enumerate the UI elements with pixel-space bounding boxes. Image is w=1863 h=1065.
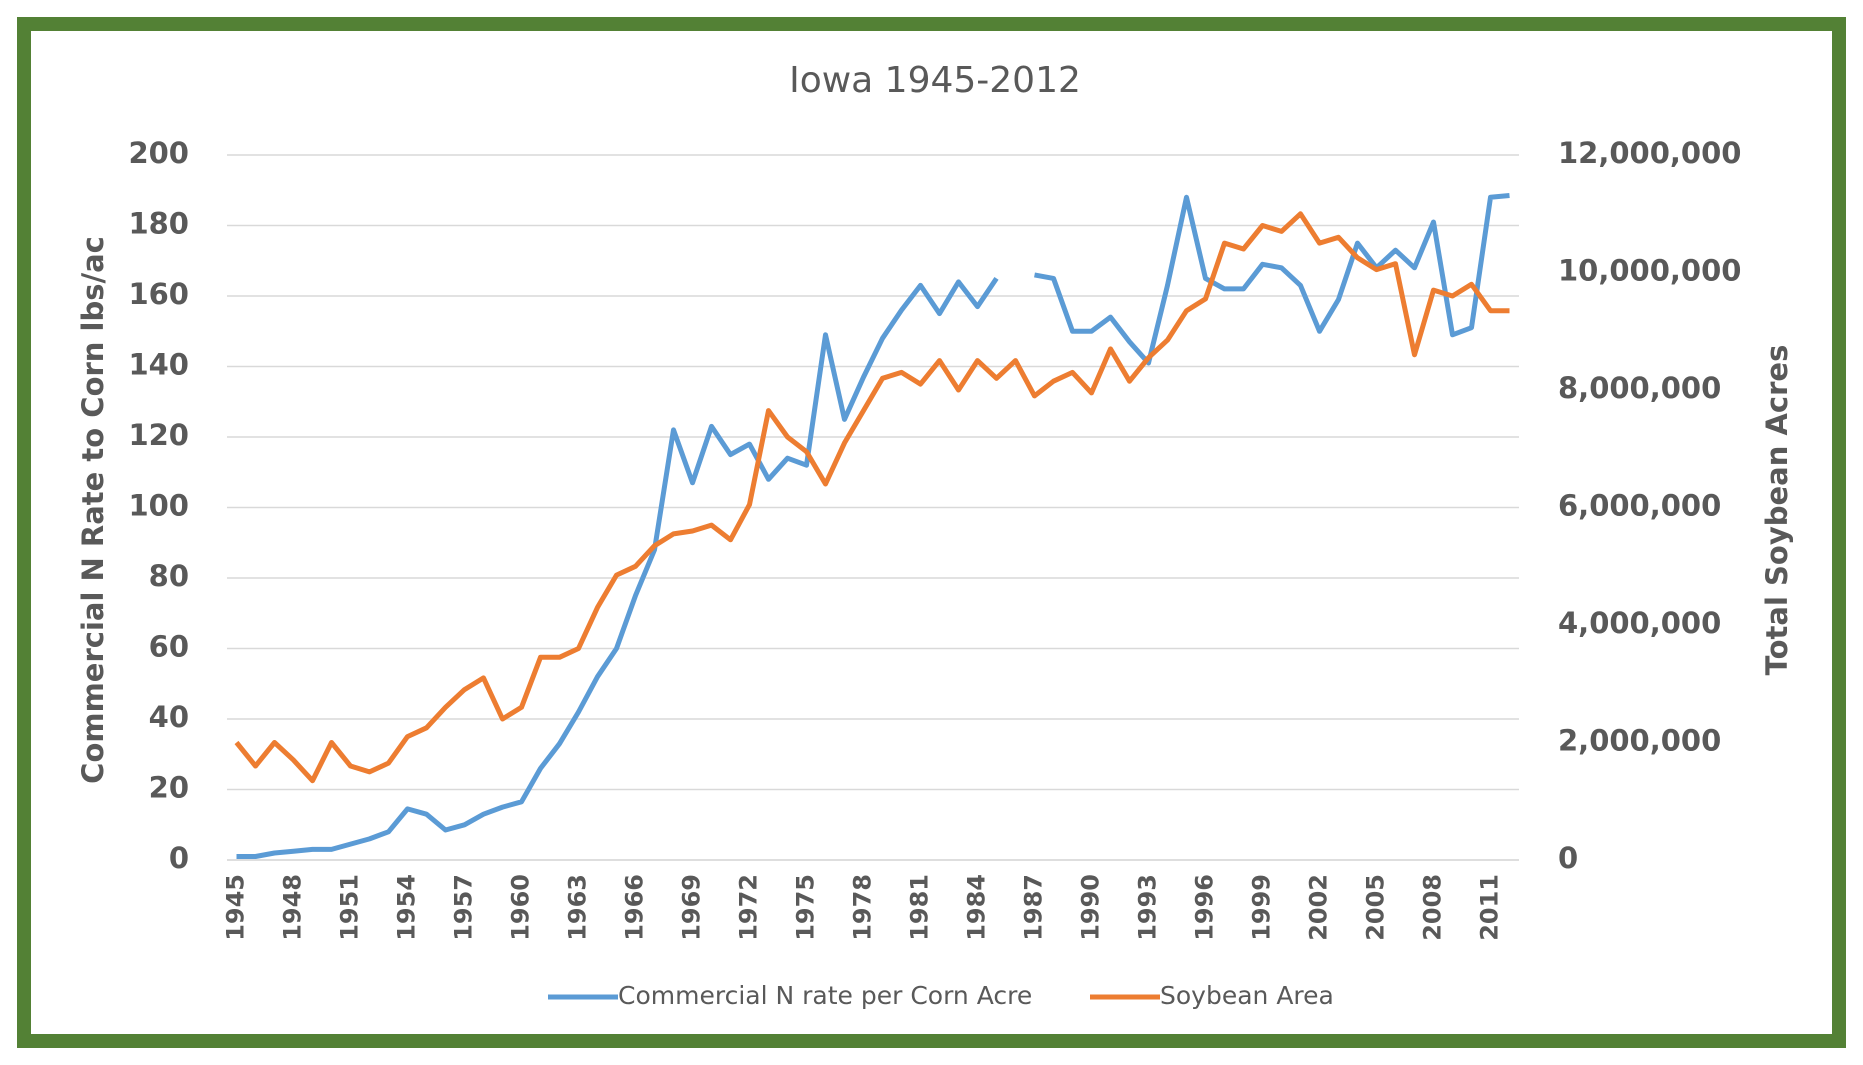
x-tick-label: 1960 [507, 874, 535, 941]
x-tick-label: 1954 [393, 874, 421, 941]
x-tick-label: 2011 [1476, 874, 1504, 941]
x-tick-label: 1951 [336, 874, 364, 941]
y-tick-label: 180 [128, 207, 189, 241]
x-tick-label: 1963 [564, 874, 592, 941]
frame [17, 17, 1846, 1048]
y-tick-label: 60 [149, 630, 189, 664]
series-line [236, 193, 1510, 859]
y2-tick-label: 6,000,000 [1558, 489, 1721, 523]
y2-tick-label: 4,000,000 [1558, 606, 1721, 640]
x-tick-label: 2005 [1362, 874, 1390, 941]
x-tick-label: 1981 [906, 874, 934, 941]
x-tick-label: 1984 [963, 874, 991, 941]
y-tick-label: 20 [149, 771, 189, 805]
x-tick-label: 1969 [678, 874, 706, 941]
x-tick-label: 1972 [735, 874, 763, 941]
y-tick-label: 100 [128, 489, 189, 523]
x-tick-label: 2008 [1419, 874, 1447, 941]
x-tick-label: 1993 [1134, 874, 1162, 941]
x-tick-label: 1945 [222, 874, 250, 941]
y2-tick-label: 8,000,000 [1558, 371, 1721, 405]
x-tick-label: 1987 [1020, 874, 1048, 941]
y2-axis-title: Total Soybean Acres [1760, 345, 1794, 676]
x-tick-label: 2002 [1305, 874, 1333, 941]
y-tick-label: 80 [149, 559, 189, 593]
y-axis-title: Commercial N Rate to Corn lbs/ac [76, 236, 110, 784]
x-tick-label: 1996 [1191, 874, 1219, 941]
y-tick-label: 120 [128, 418, 189, 452]
x-tick-label: 1966 [621, 874, 649, 941]
series-line [234, 211, 1510, 784]
x-tick-label: 1999 [1248, 874, 1276, 941]
y-tick-label: 160 [128, 277, 189, 311]
y-tick-label: 0 [169, 841, 189, 875]
y-tick-label: 140 [128, 348, 189, 382]
legend-label: Soybean Area [1160, 981, 1334, 1010]
y2-tick-label: 0 [1558, 841, 1578, 875]
y2-tick-label: 10,000,000 [1558, 254, 1741, 288]
y-tick-label: 200 [128, 136, 189, 170]
x-tick-label: 1978 [849, 874, 877, 941]
chart-title: Iowa 1945-2012 [789, 60, 1081, 101]
x-tick-label: 1948 [279, 874, 307, 941]
y2-tick-label: 2,000,000 [1558, 724, 1721, 758]
legend-label: Commercial N rate per Corn Acre [618, 981, 1032, 1010]
y-tick-label: 40 [149, 700, 189, 734]
x-tick-label: 1957 [450, 874, 478, 941]
x-tick-label: 1975 [792, 874, 820, 941]
y2-tick-label: 12,000,000 [1558, 136, 1741, 170]
x-tick-label: 1990 [1077, 874, 1105, 941]
